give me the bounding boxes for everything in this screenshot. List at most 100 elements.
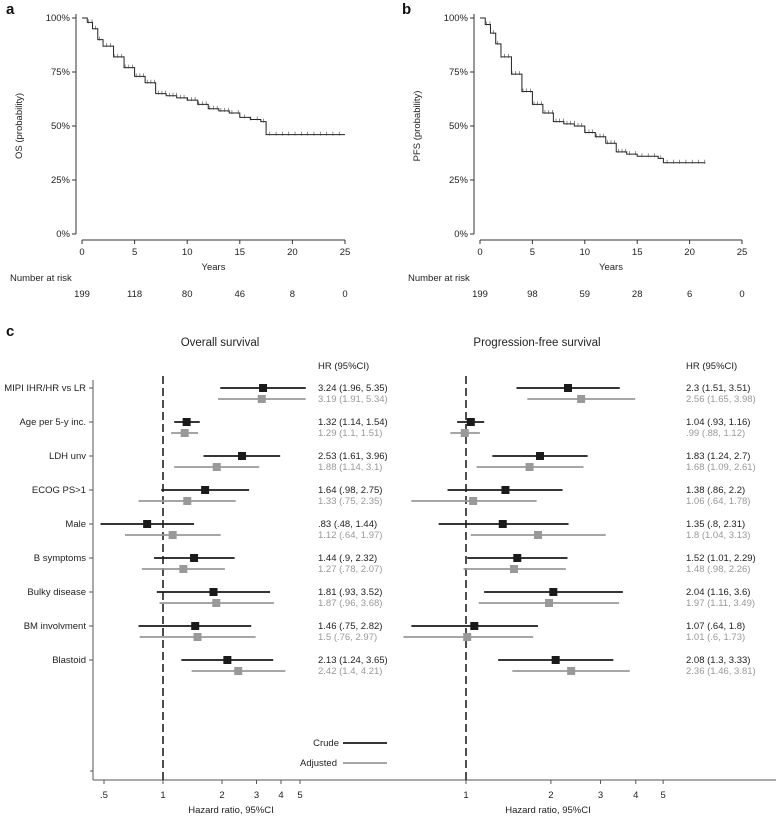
y-tick-label: 50% [51,121,71,132]
pfs-adj-point [577,395,586,403]
survival-curve [480,17,706,164]
row-label: Male [65,519,86,530]
y-tick-label: 50% [449,121,469,132]
row-label: Blastoid [52,655,86,666]
at-risk-count: 98 [527,289,538,300]
os-crude-point [209,588,218,596]
at-risk-count: 46 [235,289,246,300]
os-crude-hr-text: 3.24 (1.96, 5.35) [318,383,388,394]
os-crude-point [191,622,200,630]
pfs-crude-point [536,452,545,460]
pfs-crude-hr-text: 1.07 (.64, 1.8) [686,621,745,632]
os-adj-hr-text: 1.87 (.96, 3.68) [318,598,382,609]
os-title: Overall survival [181,337,260,349]
pfs-crude-hr-text: 1.83 (1.24, 2.7) [686,451,750,462]
legend-adjusted-label: Adjusted [300,758,337,769]
at-risk-count: 6 [687,289,692,300]
x-tick-label: 0 [477,247,482,258]
pfs-crude-point [501,486,510,494]
row-label: Bulky disease [27,587,86,598]
os-x-tick-label: 3 [254,790,259,801]
pfs-adj-point [463,633,472,641]
at-risk-count: 0 [342,289,347,300]
os-adj-point [168,531,177,539]
x-tick-label: 10 [580,247,591,258]
os-adj-point [234,667,243,675]
pfs-adj-hr-text: 2.36 (1.46, 3.81) [686,666,756,677]
at-risk-count: 199 [472,289,488,300]
pfs-crude-point [549,588,558,596]
pfs-x-tick-label: 2 [548,790,553,801]
os-crude-hr-text: 2.53 (1.61, 3.96) [318,451,388,462]
at-risk-label: Number at risk [10,273,72,284]
y-tick-label: 25% [51,175,71,186]
panel-label-c: c [6,323,14,340]
forest-row: MIPI IHR/HR vs LR 3.24 (1.96, 5.35)3.19 (… [4,383,756,405]
pfs-crude-hr-text: 1.38 (.86, 2.2) [686,485,745,496]
pfs-adj-point [469,497,478,505]
os-crude-hr-text: 1.64 (.98, 2.75) [318,485,382,496]
x-tick-label: 15 [235,247,246,258]
forest-row: ECOG PS>1 1.64 (.98, 2.75)1.33 (.75, 2.35… [32,485,751,507]
os-x-tick-label: 2 [219,790,224,801]
x-axis-label: Years [599,262,623,273]
os-crude-point [223,656,232,664]
os-adj-hr-text: 1.88 (1.14, 3.1) [318,462,382,473]
os-adj-point [193,633,202,641]
at-risk-label: Number at risk [408,273,470,284]
y-tick-label: 75% [449,67,469,78]
pfs-adj-point [460,429,469,437]
at-risk-count: 118 [127,289,142,300]
row-label: ECOG PS>1 [32,485,86,496]
x-tick-label: 25 [737,247,748,258]
y-tick-label: 0% [56,229,70,240]
forest-row: LDH unv 2.53 (1.61, 3.96)1.88 (1.14, 3.1)… [49,451,756,473]
panel-label-b: b [402,1,411,18]
os-crude-hr-text: 1.81 (.93, 3.52) [318,587,382,598]
x-tick-label: 0 [79,247,84,258]
os-crude-point [182,418,191,426]
os-x-tick-label: 4 [278,790,283,801]
os-adj-hr-text: 3.19 (1.91, 5.34) [318,394,388,405]
os-x-tick-label: 1 [160,790,165,801]
forest-row: Bulky disease 1.81 (.93, 3.52)1.87 (.96, … [27,587,755,609]
at-risk-count: 0 [739,289,744,300]
row-label: LDH unv [49,451,86,462]
os-crude-hr-text: 1.44 (.9, 2.32) [318,553,377,564]
pfs-crude-point [551,656,560,664]
os-adj-hr-text: 1.5 (.76, 2.97) [318,632,377,643]
pfs-crude-point [564,384,573,392]
pfs-crude-hr-text: 1.35 (.8, 2.31) [686,519,745,530]
pfs-adj-point [510,565,519,573]
os-crude-hr-text: .83 (.48, 1.44) [318,519,377,530]
os-adj-hr-text: 1.29 (1.1, 1.51) [318,428,382,439]
pfs-hr-header: HR (95%CI) [686,361,737,372]
forest-row: BM involvment 1.46 (.75, 2.82)1.5 (.76, 2… [24,621,745,643]
pfs-x-tick-label: 5 [660,790,665,801]
os-adj-point [180,429,189,437]
row-label: MIPI IHR/HR vs LR [4,383,86,394]
row-label: B symptoms [34,553,87,564]
y-axis-label: PFS (probability) [412,91,423,162]
at-risk-count: 59 [580,289,591,300]
at-risk-count: 28 [632,289,643,300]
x-axis-label: Years [202,262,226,273]
y-tick-label: 0% [454,229,468,240]
x-tick-label: 20 [684,247,695,258]
os-adj-hr-text: 1.27 (.78, 2.07) [318,564,382,575]
os-adj-hr-text: 1.33 (.75, 2.35) [318,496,382,507]
os-crude-point [259,384,268,392]
os-adj-point [212,463,221,471]
pfs-title: Progression-free survival [473,337,600,349]
survival-curve [82,17,345,136]
os-crude-point [190,554,199,562]
at-risk-count: 8 [290,289,295,300]
at-risk-count: 80 [182,289,193,300]
os-adj-hr-text: 2.42 (1.4, 4.21) [318,666,382,677]
x-tick-label: 15 [632,247,643,258]
os-crude-point [238,452,247,460]
pfs-crude-point [513,554,522,562]
os-adj-point [212,599,221,607]
panel-label-a: a [6,1,15,18]
